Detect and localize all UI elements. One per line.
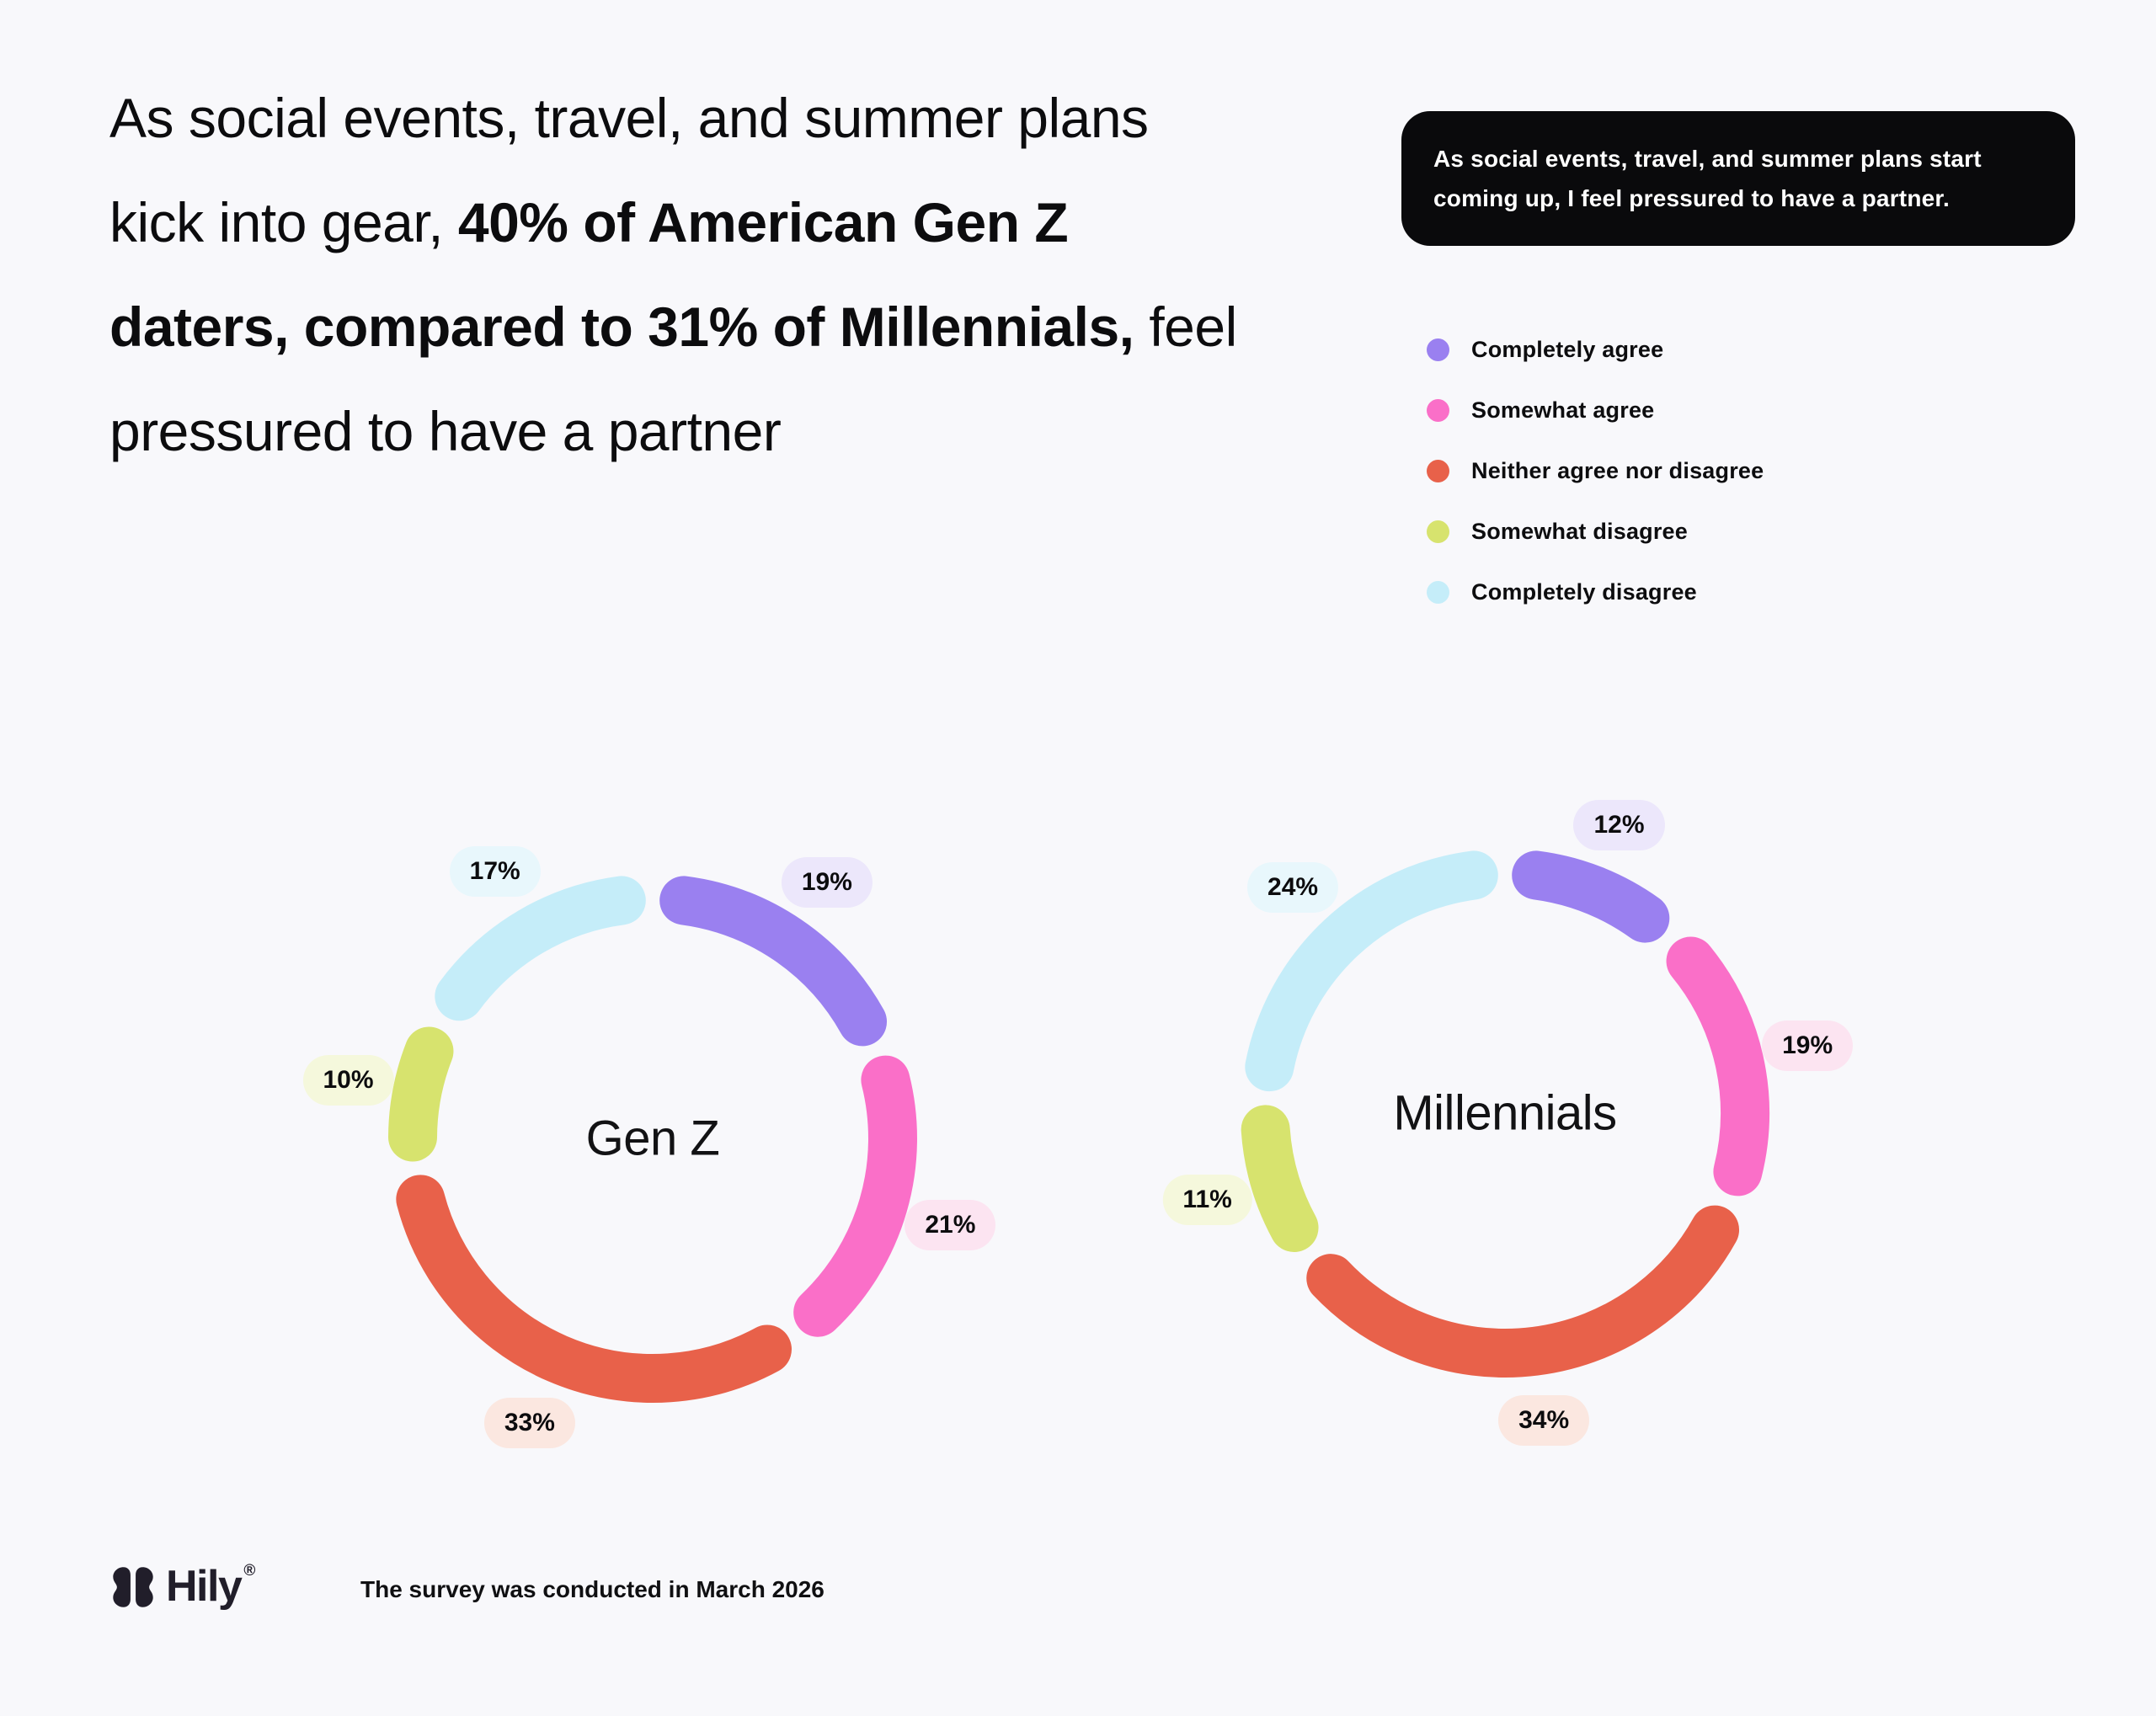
legend-dot-icon: [1427, 399, 1449, 422]
legend-item: Somewhat agree: [1427, 397, 1764, 424]
donut-segment-gen-z-0: [659, 876, 888, 1047]
legend-label: Somewhat disagree: [1471, 519, 1688, 544]
chart-title-millennials: Millennials: [1393, 1085, 1617, 1141]
donut-segment-gen-z-3: [388, 1026, 454, 1162]
pct-badge-gen-z-1: 21%: [905, 1199, 996, 1250]
donut-segment-gen-z-2: [396, 1175, 792, 1403]
donut-segment-millennials-2: [1306, 1205, 1740, 1378]
donut-segment-millennials-3: [1241, 1105, 1319, 1252]
legend-item: Completely disagree: [1427, 579, 1764, 605]
donut-chart-gen-z: Gen Z 19% 21% 33% 10% 17%: [274, 759, 1032, 1517]
donut-chart-millennials: Millennials 12% 19% 34% 11% 24%: [1126, 734, 1884, 1492]
survey-question-text: As social events, travel, and summer pla…: [1433, 146, 1982, 211]
legend-label: Somewhat agree: [1471, 397, 1655, 423]
legend: Completely agree Somewhat agree Neither ag…: [1427, 337, 1764, 640]
donut-svg-gen-z: [388, 876, 917, 1403]
registered-mark: ®: [243, 1562, 256, 1580]
survey-note: The survey was conducted in March 2026: [360, 1576, 825, 1602]
donut-segment-millennials-0: [1512, 850, 1670, 943]
pct-badge-millennials-2: 34%: [1498, 1395, 1590, 1447]
donut-segment-gen-z-1: [793, 1055, 917, 1337]
headline-text: feel pressured to have a partner: [109, 296, 1237, 462]
pct-badge-gen-z-4: 17%: [449, 846, 541, 898]
headline-text: As social events, travel, and summer pla…: [109, 87, 1149, 253]
pct-badge-millennials-4: 24%: [1247, 861, 1339, 913]
chart-title-gen-z: Gen Z: [585, 1111, 720, 1166]
donut-segment-gen-z-4: [435, 876, 646, 1021]
legend-item: Somewhat disagree: [1427, 519, 1764, 545]
legend-dot-icon: [1427, 581, 1449, 604]
legend-label: Completely disagree: [1471, 579, 1697, 605]
headline: As social events, travel, and summer pla…: [109, 66, 1242, 483]
pct-badge-millennials-1: 19%: [1762, 1020, 1854, 1071]
pct-badge-millennials-0: 12%: [1573, 799, 1665, 850]
legend-label: Completely agree: [1471, 337, 1664, 362]
pct-badge-millennials-3: 11%: [1162, 1174, 1252, 1225]
headline-emphasis: 40% of American Gen Z daters, compared t…: [109, 191, 1134, 358]
legend-item: Completely agree: [1427, 337, 1764, 363]
pct-badge-gen-z-3: 10%: [302, 1055, 394, 1106]
donut-svg-millennials: [1241, 850, 1769, 1378]
survey-question-box: As social events, travel, and summer pla…: [1401, 111, 2075, 246]
pct-badge-gen-z-0: 19%: [781, 856, 873, 908]
pct-badge-gen-z-2: 33%: [483, 1397, 575, 1448]
legend-dot-icon: [1427, 338, 1449, 361]
legend-label: Neither agree nor disagree: [1471, 458, 1764, 483]
hily-logo: Hily ®: [111, 1562, 256, 1611]
donut-segment-millennials-4: [1245, 850, 1498, 1092]
legend-dot-icon: [1427, 520, 1449, 543]
hily-logo-icon: [113, 1567, 153, 1607]
legend-dot-icon: [1427, 460, 1449, 482]
brand-wordmark: Hily: [166, 1562, 243, 1611]
donut-segment-millennials-1: [1666, 936, 1769, 1196]
legend-item: Neither agree nor disagree: [1427, 458, 1764, 484]
